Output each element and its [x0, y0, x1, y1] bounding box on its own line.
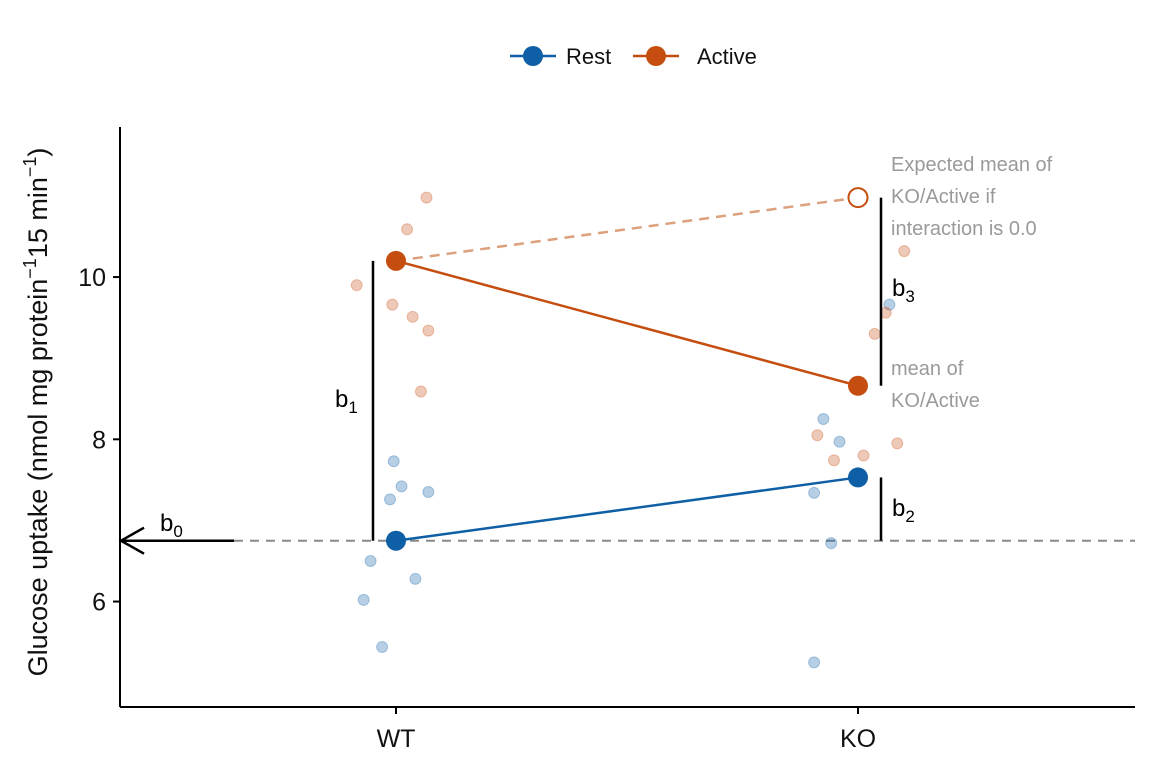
mean-marker-rest-ko: [848, 467, 868, 488]
mean-lines: [395, 259, 859, 542]
b0-subscript: 0: [173, 522, 182, 541]
b3-letter: b: [892, 275, 905, 302]
point-active: [386, 298, 399, 311]
point-rest: [808, 486, 821, 499]
x-tick-label: KO: [840, 725, 876, 753]
b0-label: b0: [160, 510, 183, 541]
point-active: [868, 327, 881, 340]
mean-marker-active-wt: [386, 250, 406, 271]
b0-letter: b: [160, 510, 173, 537]
point-active: [898, 245, 911, 258]
mean-line-rest: [395, 476, 859, 542]
point-rest: [883, 298, 896, 311]
expected-note-line-1: Expected mean of: [891, 154, 1053, 176]
point-rest: [825, 537, 838, 550]
expected-note-line-3: interaction is 0.0: [891, 218, 1037, 240]
b2-subscript: 2: [905, 507, 914, 526]
y-axis-ticks: 6 8 10: [78, 264, 120, 617]
b1-letter: b: [335, 386, 348, 413]
point-active: [827, 454, 840, 467]
point-rest: [409, 572, 422, 585]
point-active: [891, 437, 904, 450]
mean-note-line-2: KO/Active: [891, 390, 980, 412]
legend-entry-active: Active: [633, 44, 757, 69]
axes: [119, 127, 1135, 708]
point-active: [420, 191, 433, 204]
y-axis-title-close: ): [23, 148, 53, 157]
point-rest: [808, 656, 821, 669]
b0-arrow-head: [118, 526, 145, 555]
point-rest: [422, 486, 435, 499]
mean-line-active: [395, 259, 859, 387]
point-active: [401, 223, 414, 236]
point-active: [406, 310, 419, 323]
mean-markers: [386, 187, 869, 551]
y-tick-label: 10: [78, 264, 106, 292]
point-rest: [817, 413, 830, 426]
b3-subscript: 3: [905, 287, 914, 306]
annotations: b0 b1 b2 b3 Expected mean of KO/Active i…: [160, 154, 1053, 541]
point-active: [350, 279, 363, 292]
point-rest: [383, 493, 396, 506]
b2-letter: b: [892, 495, 905, 522]
mean-note-line-1: mean of: [891, 358, 964, 380]
point-active: [422, 324, 435, 337]
legend-active-label: Active: [697, 44, 757, 69]
y-tick-label: 8: [92, 426, 106, 454]
b3-label: b3: [892, 275, 915, 306]
point-rest: [387, 455, 400, 468]
point-active: [811, 429, 824, 442]
y-axis-title-main: Glucose uptake (nmol mg protein: [23, 279, 53, 677]
b1-subscript: 1: [348, 398, 357, 417]
point-rest: [357, 593, 370, 606]
point-rest: [833, 435, 846, 448]
expected-note-line-2: KO/Active if: [891, 186, 996, 208]
reference-layer: [118, 196, 1135, 555]
mean-marker-active-ko: [848, 375, 868, 396]
x-tick-label: WT: [377, 725, 416, 753]
point-active: [857, 449, 870, 462]
point-rest: [376, 640, 389, 653]
y-axis-title-exponent-2: −1: [20, 157, 40, 178]
b1-label: b1: [335, 386, 358, 417]
legend: Rest Active: [510, 44, 757, 69]
y-axis-title: Glucose uptake (nmol mg protein−115 min−…: [20, 148, 53, 677]
effect-brackets: [371, 197, 883, 541]
b2-label: b2: [892, 495, 915, 526]
legend-rest-label: Rest: [566, 44, 611, 69]
y-tick-label: 6: [92, 589, 106, 617]
legend-active-marker: [646, 46, 666, 66]
mean-marker-rest-wt: [386, 530, 406, 551]
legend-rest-marker: [523, 46, 543, 66]
raw-points: [350, 191, 911, 669]
point-rest: [364, 554, 377, 567]
point-active: [414, 385, 427, 398]
x-axis-ticks: WT KO: [377, 707, 876, 753]
y-axis-title-time: 15 min: [23, 177, 53, 258]
point-rest: [395, 480, 408, 493]
expected-mean-marker: [847, 187, 869, 209]
expected-projection-line: [395, 196, 859, 263]
y-axis-title-exponent-1: −1: [20, 258, 40, 279]
legend-entry-rest: Rest: [510, 44, 611, 69]
